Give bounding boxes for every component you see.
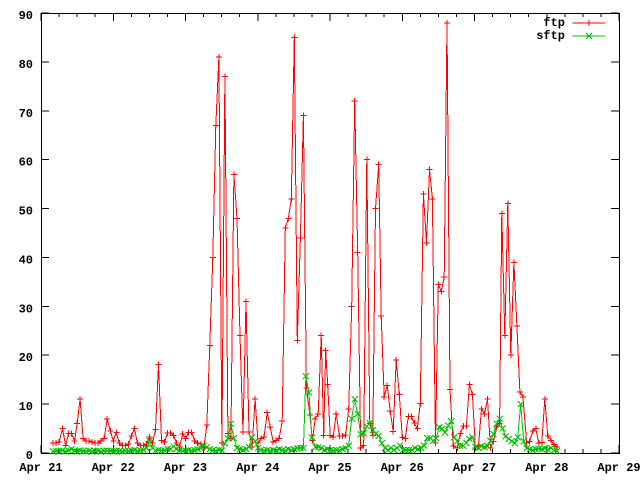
svg-text:20: 20 [19, 351, 33, 365]
svg-text:30: 30 [19, 302, 33, 316]
svg-text:Apr 22: Apr 22 [92, 461, 135, 475]
svg-text:70: 70 [19, 107, 33, 121]
svg-text:0: 0 [26, 449, 33, 463]
svg-text:Apr 23: Apr 23 [164, 461, 207, 475]
svg-text:Apr 29: Apr 29 [597, 461, 640, 475]
svg-text:10: 10 [19, 400, 33, 414]
svg-text:Apr 26: Apr 26 [381, 461, 424, 475]
svg-text:ftp: ftp [543, 16, 565, 30]
svg-text:90: 90 [19, 9, 33, 23]
svg-text:sftp: sftp [536, 29, 565, 43]
svg-text:Apr 28: Apr 28 [525, 461, 568, 475]
svg-text:40: 40 [19, 253, 33, 267]
svg-text:50: 50 [19, 205, 33, 219]
svg-text:Apr 25: Apr 25 [308, 461, 351, 475]
svg-text:80: 80 [19, 58, 33, 72]
svg-text:60: 60 [19, 156, 33, 170]
svg-text:Apr 21: Apr 21 [19, 461, 62, 475]
svg-text:Apr 24: Apr 24 [236, 461, 279, 475]
svg-text:Apr 27: Apr 27 [453, 461, 496, 475]
